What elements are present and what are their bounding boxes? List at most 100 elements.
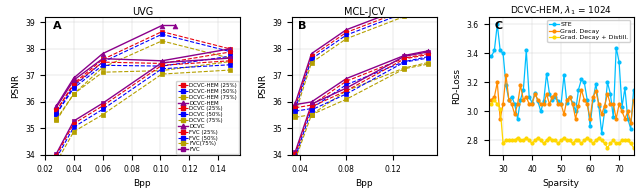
STE (546, 93, 554, 95)
Grad. Decay (630, 99, 637, 101)
Grad. Decay + Distill. (502, 139, 510, 142)
Grad. Decay (525, 103, 533, 105)
Grad. Decay + Distill. (552, 139, 559, 142)
Grad. Decay + Distill. (598, 139, 605, 142)
Grad. Decay (575, 105, 582, 107)
STE (488, 55, 495, 57)
Grad. Decay + Distill. (514, 136, 522, 139)
Grad. Decay (624, 110, 632, 112)
Grad. Decay (508, 103, 516, 105)
Title: MCL-JCV: MCL-JCV (344, 7, 385, 17)
Grad. Decay (577, 88, 585, 91)
Grad. Decay (490, 96, 498, 98)
Grad. Decay (540, 103, 548, 105)
STE (497, 49, 504, 52)
Grad. Decay + Distill. (528, 142, 536, 145)
Grad. Decay + Distill. (508, 139, 516, 142)
Text: A: A (52, 21, 61, 31)
Grad. Decay (572, 118, 579, 120)
Grad. Decay + Distill. (548, 139, 556, 142)
Grad. Decay + Distill. (601, 142, 609, 145)
STE (499, 52, 507, 54)
Grad. Decay + Distill. (557, 139, 565, 142)
Grad. Decay (534, 99, 541, 101)
Grad. Decay (627, 122, 634, 124)
STE (554, 100, 562, 102)
STE (595, 105, 603, 107)
Grad. Decay + Distill. (566, 139, 573, 142)
Grad. Decay (563, 99, 571, 101)
Grad. Decay + Distill. (531, 139, 539, 142)
STE (511, 103, 518, 105)
STE (560, 74, 568, 76)
Grad. Decay (502, 74, 510, 76)
Grad. Decay + Distill. (516, 139, 524, 142)
STE (592, 83, 600, 85)
Grad. Decay + Distill. (609, 139, 617, 142)
Grad. Decay (583, 103, 591, 105)
Line: Grad. Decay + Distill.: Grad. Decay + Distill. (490, 98, 635, 149)
STE (508, 96, 516, 98)
X-axis label: Bpp: Bpp (355, 179, 373, 188)
Grad. Decay + Distill. (525, 139, 533, 142)
Grad. Decay + Distill. (621, 139, 628, 142)
Grad. Decay + Distill. (563, 139, 571, 142)
STE (615, 61, 623, 63)
Grad. Decay (554, 103, 562, 105)
STE (621, 87, 628, 89)
Line: STE: STE (490, 23, 635, 135)
STE (502, 84, 510, 86)
Grad. Decay (497, 118, 504, 120)
Grad. Decay (528, 103, 536, 105)
Grad. Decay (580, 99, 588, 101)
STE (563, 101, 571, 104)
Grad. Decay + Distill. (586, 139, 594, 142)
Y-axis label: RD-Loss: RD-Loss (452, 68, 461, 104)
Grad. Decay (566, 96, 573, 98)
Grad. Decay (537, 103, 545, 105)
Grad. Decay (522, 96, 530, 98)
X-axis label: Bpp: Bpp (134, 179, 151, 188)
Grad. Decay + Distill. (511, 139, 518, 142)
Grad. Decay (595, 103, 603, 105)
Grad. Decay (514, 103, 522, 105)
STE (607, 93, 614, 95)
Grad. Decay + Distill. (630, 147, 637, 149)
Grad. Decay + Distill. (595, 136, 603, 139)
Y-axis label: PSNR: PSNR (258, 74, 267, 98)
STE (522, 49, 530, 52)
STE (514, 118, 522, 120)
Grad. Decay + Distill. (580, 139, 588, 142)
Grad. Decay (607, 103, 614, 105)
Grad. Decay (520, 99, 527, 101)
STE (604, 81, 611, 84)
STE (557, 103, 565, 105)
Grad. Decay (516, 84, 524, 86)
STE (572, 110, 579, 112)
Grad. Decay + Distill. (520, 139, 527, 142)
Grad. Decay (546, 103, 554, 105)
Grad. Decay + Distill. (540, 142, 548, 145)
Grad. Decay + Distill. (572, 139, 579, 142)
STE (520, 88, 527, 91)
Grad. Decay + Distill. (560, 136, 568, 139)
Grad. Decay (488, 99, 495, 101)
Text: B: B (298, 21, 306, 31)
Grad. Decay + Distill. (583, 136, 591, 139)
Grad. Decay + Distill. (499, 142, 507, 145)
STE (598, 132, 605, 134)
Grad. Decay + Distill. (497, 107, 504, 110)
Grad. Decay (598, 113, 605, 115)
Grad. Decay (589, 96, 597, 98)
Grad. Decay + Distill. (618, 139, 626, 142)
STE (490, 49, 498, 52)
Title: UVG: UVG (132, 7, 153, 17)
Grad. Decay (548, 96, 556, 98)
Grad. Decay + Distill. (534, 136, 541, 139)
Grad. Decay (557, 103, 565, 105)
Grad. Decay + Distill. (488, 103, 495, 105)
Grad. Decay + Distill. (607, 142, 614, 145)
Grad. Decay (569, 103, 577, 105)
Grad. Decay + Distill. (575, 139, 582, 142)
Grad. Decay + Distill. (537, 139, 545, 142)
